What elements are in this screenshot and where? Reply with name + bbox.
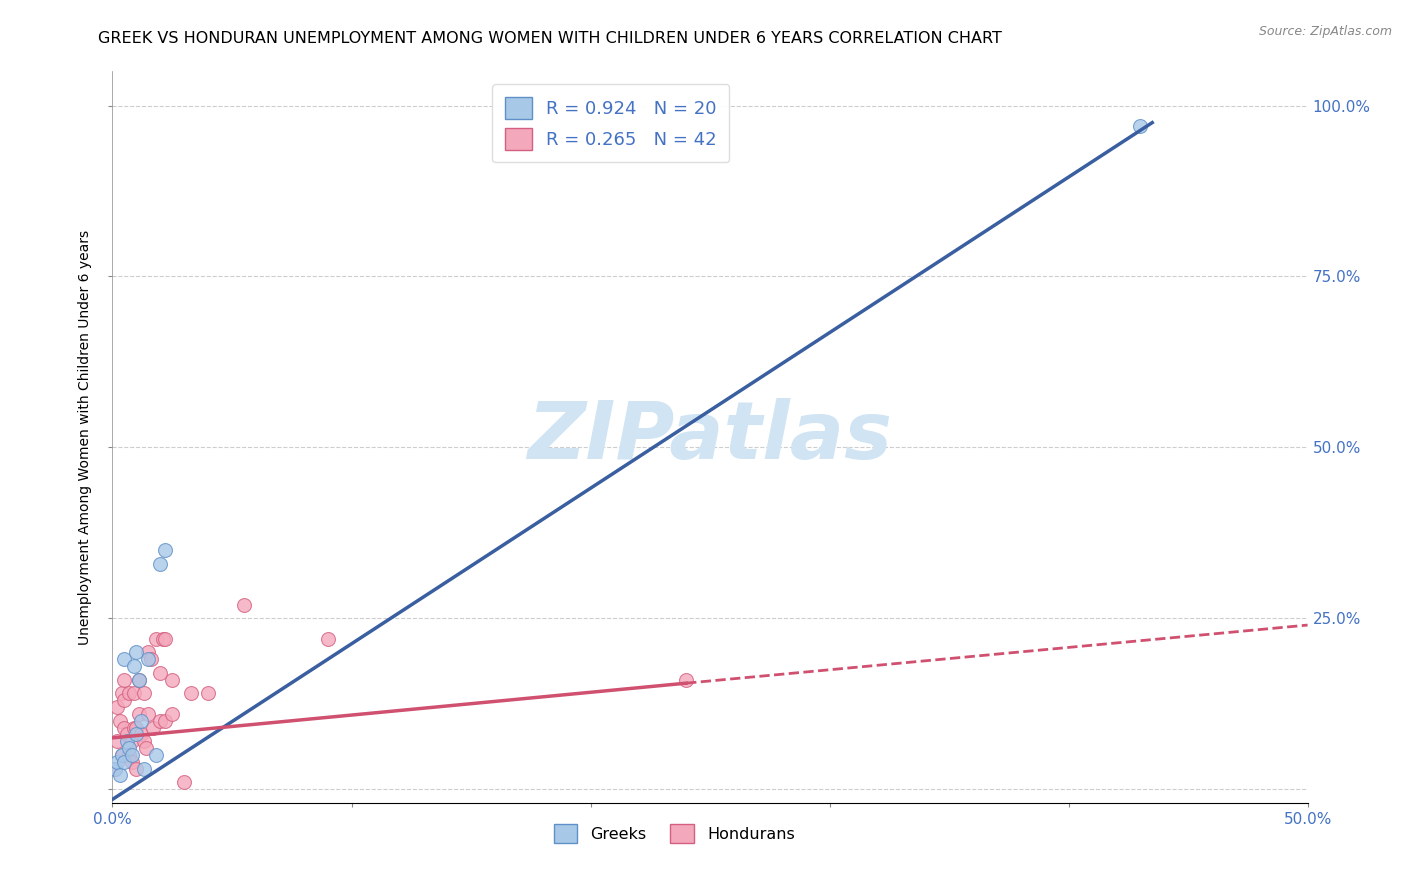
Point — [233, 598, 256, 612]
Point — [115, 734, 138, 748]
Point — [316, 632, 339, 646]
Point — [173, 775, 195, 789]
Point — [180, 686, 202, 700]
Text: Source: ZipAtlas.com: Source: ZipAtlas.com — [1258, 25, 1392, 38]
Point — [111, 747, 134, 762]
Point — [149, 557, 172, 571]
Point — [129, 727, 152, 741]
Point — [132, 734, 155, 748]
Point — [114, 721, 135, 735]
Point — [114, 755, 135, 769]
Point — [125, 762, 148, 776]
Point — [128, 706, 150, 721]
Point — [129, 714, 152, 728]
Text: ZIPatlas: ZIPatlas — [527, 398, 893, 476]
Point — [105, 700, 128, 714]
Point — [675, 673, 697, 687]
Point — [105, 755, 128, 769]
Point — [114, 673, 135, 687]
Point — [139, 652, 162, 666]
Point — [1129, 119, 1152, 133]
Point — [138, 652, 160, 666]
Point — [128, 673, 150, 687]
Point — [125, 645, 148, 659]
Point — [122, 721, 145, 735]
Point — [122, 659, 145, 673]
Point — [153, 632, 176, 646]
Point — [121, 734, 143, 748]
Point — [138, 645, 160, 659]
Point — [108, 714, 131, 728]
Point — [153, 542, 176, 557]
Point — [114, 693, 135, 707]
Point — [135, 741, 157, 756]
Point — [104, 762, 127, 776]
Point — [125, 721, 148, 735]
Point — [149, 665, 172, 680]
Point — [118, 747, 141, 762]
Point — [104, 762, 127, 776]
Point — [105, 734, 128, 748]
Point — [152, 632, 174, 646]
Point — [118, 686, 141, 700]
Point — [125, 727, 148, 741]
Point — [132, 686, 155, 700]
Point — [114, 652, 135, 666]
Point — [197, 686, 219, 700]
Point — [149, 714, 172, 728]
Point — [111, 686, 134, 700]
Point — [138, 706, 160, 721]
Point — [118, 741, 141, 756]
Legend: Greeks, Hondurans: Greeks, Hondurans — [547, 817, 801, 850]
Point — [132, 762, 155, 776]
Point — [162, 673, 183, 687]
Point — [121, 755, 143, 769]
Point — [111, 747, 134, 762]
Point — [145, 632, 167, 646]
Point — [145, 747, 167, 762]
Text: GREEK VS HONDURAN UNEMPLOYMENT AMONG WOMEN WITH CHILDREN UNDER 6 YEARS CORRELATI: GREEK VS HONDURAN UNEMPLOYMENT AMONG WOM… — [98, 31, 1002, 46]
Y-axis label: Unemployment Among Women with Children Under 6 years: Unemployment Among Women with Children U… — [79, 229, 93, 645]
Point — [115, 727, 138, 741]
Point — [121, 747, 143, 762]
Point — [162, 706, 183, 721]
Point — [108, 768, 131, 782]
Point — [128, 673, 150, 687]
Point — [153, 714, 176, 728]
Point — [142, 721, 165, 735]
Point — [122, 686, 145, 700]
